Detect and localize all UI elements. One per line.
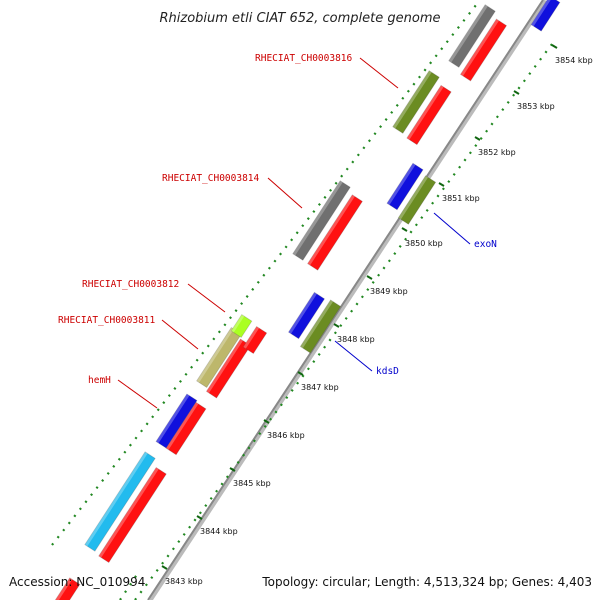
scale-tick-label: 3852 kbp: [478, 148, 516, 157]
scale-tick-label: 3847 kbp: [301, 383, 339, 392]
dotted-guide-line: [119, 569, 141, 600]
gene-feature: [84, 451, 156, 552]
scale-tick: [474, 136, 481, 141]
gene-label[interactable]: RHECIAT_CH0003816: [255, 53, 353, 64]
gene-features: [44, 0, 561, 600]
gene-label-leader: [117, 379, 158, 409]
genome-backbone: [147, 0, 548, 600]
gene-labels: RHECIAT_CH0003816 RHECIAT_CH0003814 RHECIA…: [58, 53, 497, 409]
scale-tick: [401, 227, 408, 232]
scale-tick-label: 3854 kbp: [555, 56, 593, 65]
gene-feature: [386, 162, 424, 211]
gene-feature: [205, 338, 252, 399]
gene-label-leader: [359, 57, 399, 89]
gene-label[interactable]: kdsD: [376, 366, 399, 377]
gene-feature: [299, 299, 342, 354]
gene-label-leader: [334, 340, 373, 372]
gene-label[interactable]: hemH: [88, 375, 111, 386]
scale-tick-label: 3845 kbp: [233, 479, 271, 488]
gene-label-leader: [433, 212, 471, 245]
scale-tick-label: 3853 kbp: [517, 102, 555, 111]
gene-feature: [307, 194, 363, 271]
gene-feature: [459, 18, 508, 82]
gene-label[interactable]: RHECIAT_CH0003811: [58, 315, 156, 326]
scale-tick: [333, 323, 340, 328]
gene-feature: [44, 577, 81, 600]
scale-tick-label: 3848 kbp: [337, 335, 375, 344]
scale-tick: [513, 90, 520, 95]
gene-feature: [392, 70, 440, 134]
gene-feature: [448, 4, 496, 68]
gene-feature: [292, 180, 351, 261]
gene-label-leader: [161, 319, 199, 350]
gene-feature: [242, 325, 268, 355]
scale-tick: [161, 565, 168, 570]
dotted-guides: [51, 0, 556, 600]
scale-tick-label: 3843 kbp: [165, 577, 203, 586]
gene-feature: [98, 466, 167, 564]
scale-tick-label: 3849 kbp: [370, 287, 408, 296]
scale-tick-label: 3850 kbp: [405, 239, 443, 248]
dotted-guide-line: [51, 0, 481, 546]
scale-ticks: 3843 kbp 3844 kbp 3845 kbp 3846 kbp 3847 kbp…: [161, 44, 593, 586]
gene-label-leader: [267, 177, 303, 209]
genome-title: Rhizobium etli CIAT 652, complete genome: [160, 11, 441, 26]
topology-label: Topology: circular; Length: 4,513,324 bp…: [261, 575, 592, 589]
gene-feature: [406, 84, 452, 146]
gene-label-leader: [187, 283, 226, 313]
gene-label[interactable]: exoN: [474, 239, 497, 250]
scale-tick: [263, 419, 270, 424]
gene-feature: [287, 291, 326, 340]
scale-tick-label: 3844 kbp: [200, 527, 238, 536]
scale-tick: [551, 44, 558, 49]
scale-tick: [366, 275, 373, 280]
scale-tick: [196, 515, 203, 520]
gene-feature: [155, 393, 198, 449]
gene-label[interactable]: RHECIAT_CH0003814: [162, 173, 260, 184]
scale-tick: [229, 467, 236, 472]
scale-tick: [438, 182, 445, 187]
scale-tick: [297, 371, 304, 376]
gene-feature: [397, 175, 437, 225]
gene-feature: [230, 314, 253, 338]
scale-tick-label: 3851 kbp: [442, 194, 480, 203]
gene-feature: [165, 401, 207, 456]
accession-label: Accession: NC_010994: [9, 575, 145, 589]
scale-tick-label: 3846 kbp: [267, 431, 305, 440]
gene-label[interactable]: RHECIAT_CH0003812: [82, 279, 179, 290]
gene-feature: [530, 0, 561, 32]
